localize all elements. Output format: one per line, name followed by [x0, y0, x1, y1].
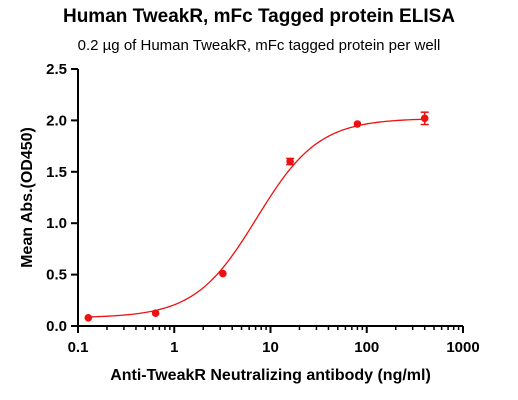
x-axis-title: Anti-TweakR Neutralizing antibody (ng/ml… — [110, 367, 431, 384]
x-tick-label: 1000 — [446, 339, 479, 356]
y-tick-label: 0.5 — [46, 267, 67, 284]
fit-curve — [88, 118, 425, 318]
y-tick-label: 1.5 — [46, 164, 67, 181]
chart-subtitle: 0.2 µg of Human TweakR, mFc tagged prote… — [77, 37, 441, 54]
data-point — [151, 309, 160, 317]
data-point — [219, 269, 227, 278]
y-tick-label: 1.0 — [46, 215, 67, 232]
x-tick-label: 100 — [354, 339, 379, 356]
x-tick-label: 10 — [262, 339, 279, 356]
y-axis-title: Mean Abs.(OD450) — [19, 127, 36, 268]
data-point — [286, 157, 294, 166]
data-point — [420, 114, 429, 123]
chart-title: Human TweakR, mFc Tagged protein ELISA — [62, 6, 455, 27]
x-tick-label: 1 — [170, 339, 178, 356]
y-tick-label: 2.5 — [46, 61, 67, 78]
y-tick-label: 2.0 — [46, 112, 67, 129]
data-point — [84, 313, 93, 322]
x-tick-label: 0.1 — [68, 339, 89, 356]
y-tick-label: 0.0 — [46, 318, 67, 335]
data-point — [353, 120, 362, 128]
